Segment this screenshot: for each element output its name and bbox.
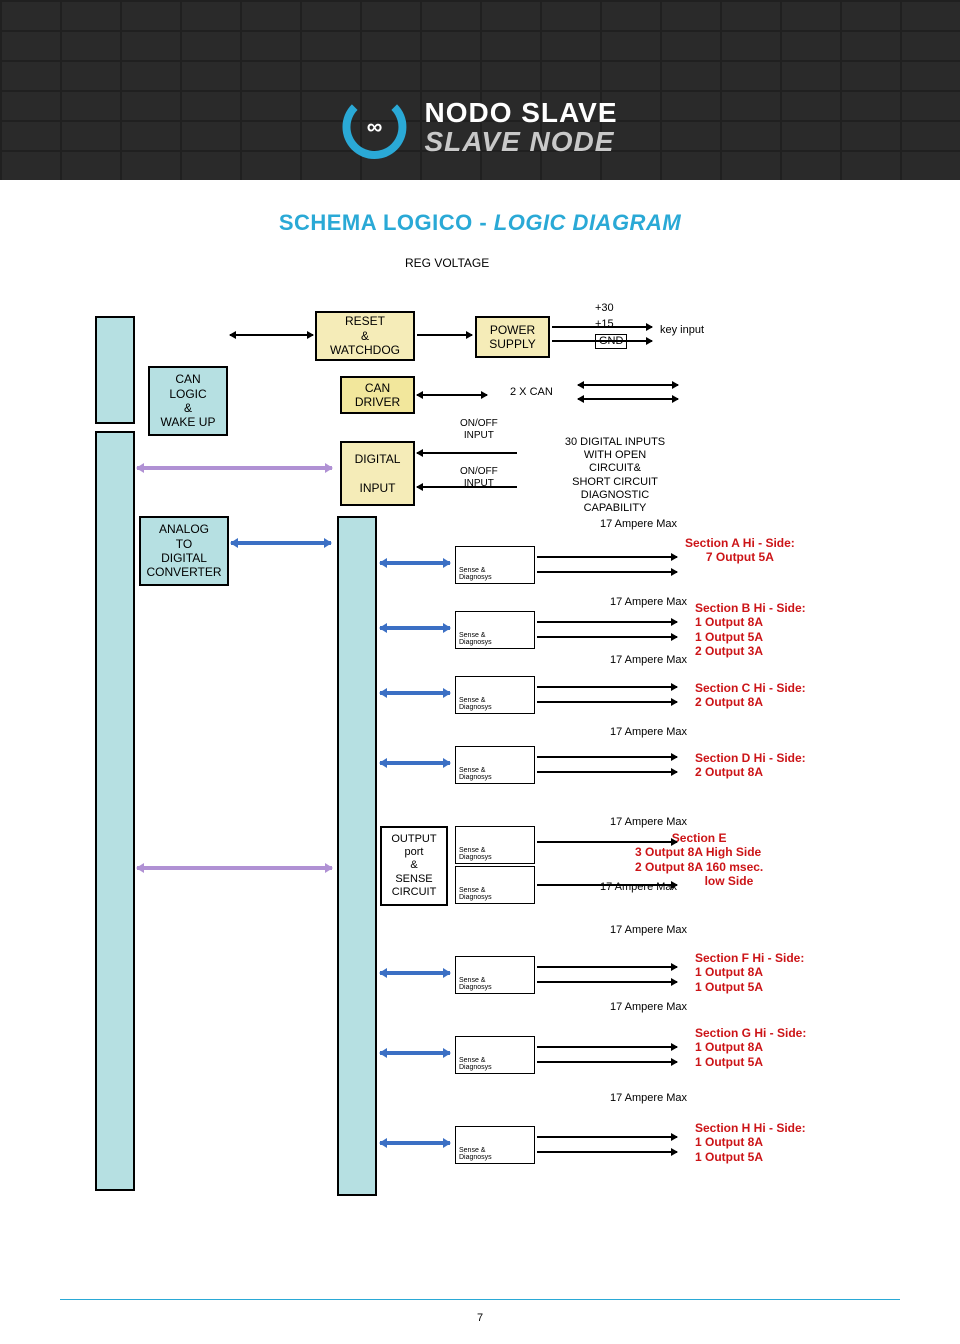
section-c: Section C Hi - Side: 2 Output 8A <box>695 681 806 710</box>
out-arrow-c1 <box>537 686 677 688</box>
reset-watchdog-block: RESET & WATCHDOG <box>315 311 415 361</box>
plus15-label: +15 <box>595 318 614 331</box>
power-supply-block: POWER SUPPLY <box>475 316 550 358</box>
digital-input-block: DIGITAL INPUT <box>340 441 415 506</box>
footer-divider <box>60 1299 900 1300</box>
arrow-can-reset <box>230 334 313 336</box>
title-part2: LOGIC DIAGRAM <box>494 210 681 235</box>
can-driver-block: CAN DRIVER <box>340 376 415 414</box>
section-g: Section G Hi - Side: 1 Output 8A 1 Outpu… <box>695 1026 806 1069</box>
out-arrow-h2 <box>537 1151 677 1153</box>
arrow-2xcan-bot <box>578 398 678 400</box>
blue-arrow-h <box>380 1141 450 1145</box>
purple-connector-1 <box>137 466 332 470</box>
diagram-title: SCHEMA LOGICO - LOGIC DIAGRAM <box>0 210 960 236</box>
section-h: Section H Hi - Side: 1 Output 8A 1 Outpu… <box>695 1121 806 1164</box>
blue-arrow-c <box>380 691 450 695</box>
blue-arrow-b <box>380 626 450 630</box>
purple-connector-2 <box>137 866 332 870</box>
amp-label-f1: 17 Ampere Max <box>610 924 687 937</box>
amp-label-e1: 17 Ampere Max <box>610 816 687 829</box>
header-bar: ∞ NODO SLAVE SLAVE NODE <box>0 0 960 180</box>
arrow-diginput-2 <box>417 486 517 488</box>
output-port-block: OUTPUT port & SENSE CIRCUIT <box>380 826 448 906</box>
out-arrow-e2 <box>537 884 677 886</box>
logo-rings-icon: ∞ <box>342 95 406 159</box>
section-a: Section A Hi - Side: 7 Output 5A <box>685 536 795 565</box>
cyan-tall-bar-bottom <box>95 431 135 1191</box>
cyan-bus-bar <box>337 516 377 1196</box>
section-e: Section E 3 Output 8A High Side 2 Output… <box>635 831 763 889</box>
blue-arrow-a <box>380 561 450 565</box>
digital-inputs-desc: 30 DIGITAL INPUTS WITH OPEN CIRCUIT& SHO… <box>535 436 695 515</box>
out-arrow-g2 <box>537 1061 677 1063</box>
sense-box-c: Sense & Diagnosys <box>455 676 535 714</box>
amp-label-h: 17 Ampere Max <box>610 1092 687 1105</box>
sense-box-b: Sense & Diagnosys <box>455 611 535 649</box>
out-arrow-h1 <box>537 1136 677 1138</box>
arrow-2xcan-top <box>578 384 678 386</box>
can-2x-label: 2 X CAN <box>510 386 553 399</box>
blue-arrow-f <box>380 971 450 975</box>
plus30-label: +30 <box>595 302 614 315</box>
sense-box-a: Sense & Diagnosys <box>455 546 535 584</box>
out-arrow-e1 <box>537 841 677 843</box>
out-arrow-b1 <box>537 621 677 623</box>
sense-box-e2: Sense & Diagnosys <box>455 866 535 904</box>
out-arrow-d2 <box>537 771 677 773</box>
arrow-power-30 <box>552 326 652 328</box>
sense-box-f: Sense & Diagnosys <box>455 956 535 994</box>
amp-label-d: 17 Ampere Max <box>610 726 687 739</box>
logo: ∞ NODO SLAVE SLAVE NODE <box>342 95 617 159</box>
arrow-reset-power <box>417 334 472 336</box>
title-part1: SCHEMA LOGICO - <box>279 210 494 235</box>
arrow-power-15 <box>552 340 652 342</box>
arrow-candriver <box>417 394 487 396</box>
out-arrow-d1 <box>537 756 677 758</box>
out-arrow-g1 <box>537 1046 677 1048</box>
blue-arrow-d <box>380 761 450 765</box>
out-arrow-a2 <box>537 571 677 573</box>
section-f: Section F Hi - Side: 1 Output 8A 1 Outpu… <box>695 951 804 994</box>
amp-label-a: 17 Ampere Max <box>600 518 677 531</box>
blue-arrow-g <box>380 1051 450 1055</box>
sense-box-e1: Sense & Diagnosys <box>455 826 535 864</box>
amp-label-b2: 17 Ampere Max <box>610 654 687 667</box>
out-arrow-b2 <box>537 636 677 638</box>
amp-label-b1: 17 Ampere Max <box>610 596 687 609</box>
cyan-tall-bar-top <box>95 316 135 424</box>
adc-block: ANALOG TO DIGITAL CONVERTER <box>139 516 229 586</box>
amp-label-f2: 17 Ampere Max <box>610 1001 687 1014</box>
section-b: Section B Hi - Side: 1 Output 8A 1 Outpu… <box>695 601 806 659</box>
header-title-2: SLAVE NODE <box>424 127 617 156</box>
out-arrow-f1 <box>537 966 677 968</box>
blue-connector-adc <box>231 541 331 545</box>
out-arrow-a1 <box>537 556 677 558</box>
logic-diagram: REG VOLTAGE CAN LOGIC & WAKE UP ANALOG T… <box>55 256 905 1276</box>
sense-box-h: Sense & Diagnosys <box>455 1126 535 1164</box>
onoff-input-label-1: ON/OFF INPUT <box>460 418 498 442</box>
section-d: Section D Hi - Side: 2 Output 8A <box>695 751 806 780</box>
header-title-1: NODO SLAVE <box>424 98 617 127</box>
sense-box-g: Sense & Diagnosys <box>455 1036 535 1074</box>
out-arrow-c2 <box>537 701 677 703</box>
out-arrow-f2 <box>537 981 677 983</box>
key-input-label: key input <box>660 324 704 337</box>
reg-voltage-label: REG VOLTAGE <box>405 256 489 270</box>
can-logic-block: CAN LOGIC & WAKE UP <box>148 366 228 436</box>
sense-box-d: Sense & Diagnosys <box>455 746 535 784</box>
page-number: 7 <box>477 1312 483 1324</box>
logo-text: NODO SLAVE SLAVE NODE <box>424 98 617 157</box>
arrow-diginput-1 <box>417 452 517 454</box>
